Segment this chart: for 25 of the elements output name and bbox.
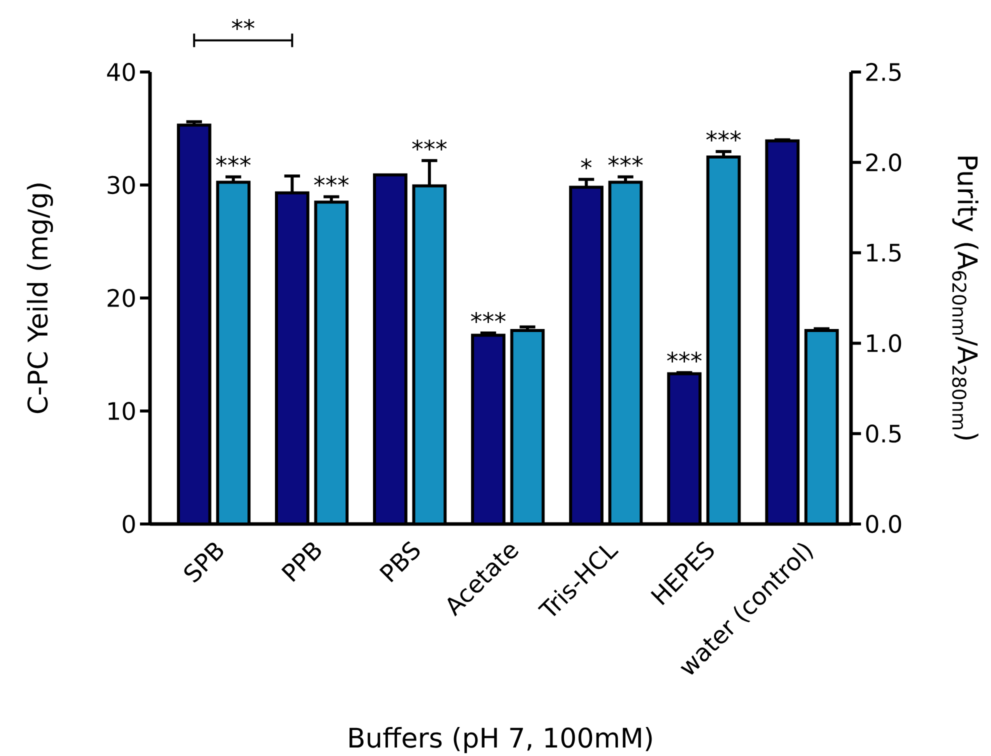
data-label: * [581, 158, 592, 170]
data-label: *** [667, 352, 702, 363]
y2-tick-label: 1.0 [867, 334, 902, 352]
y-tick-label: 30 [108, 176, 135, 194]
x-tick-label: PPB [281, 542, 321, 582]
data-label: *** [216, 156, 251, 167]
data-label: *** [608, 156, 643, 167]
y-axis-title: C-PC Yeild (mg/g) [26, 184, 54, 414]
y-tick-label: 20 [108, 288, 135, 308]
y2-tick-label: 2.5 [866, 62, 901, 82]
y2-axis-title: Purity (A$_{620nm}$/A$_{280nm}$) [952, 156, 978, 440]
y-tick-label: 0 [122, 514, 135, 534]
data-label: *** [706, 130, 741, 142]
x-axis-title: Buffers (pH 7, 100mM) [350, 726, 652, 754]
y2-tick-label: 1.5 [867, 244, 901, 262]
data-label: *** [314, 176, 349, 187]
y2-tick-label: 0.0 [866, 514, 902, 534]
text: ** [232, 19, 254, 30]
data-label: *** [412, 140, 447, 151]
data-label: *** [470, 312, 506, 323]
y2-tick-label: 0.5 [866, 424, 901, 443]
y-tick-label: 40 [107, 62, 135, 82]
x-tick-label: SPB [184, 542, 224, 583]
y2-tick-label: 2.0 [866, 153, 902, 172]
y-tick-label: 10 [108, 402, 135, 420]
